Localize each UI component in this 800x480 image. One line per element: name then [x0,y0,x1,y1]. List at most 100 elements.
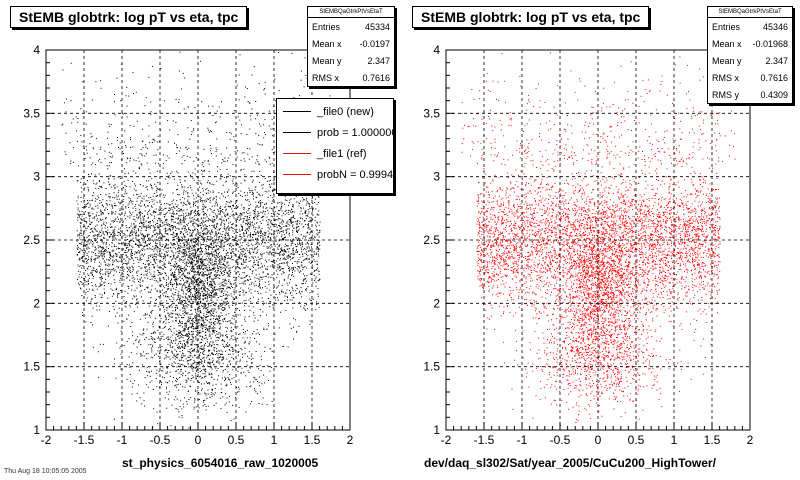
left-scatter-point [191,344,193,346]
left-scatter-point [204,265,206,267]
left-scatter-point [223,309,225,311]
left-scatter-point [246,192,248,194]
left-scatter-point [204,297,206,299]
left-scatter-point [170,216,172,218]
left-scatter-point [96,198,98,200]
left-scatter-point [206,291,208,293]
left-scatter-point [145,273,147,275]
left-scatter-point [181,346,183,348]
left-scatter-point [173,299,175,301]
left-scatter-point [207,405,209,407]
left-scatter-point [126,86,128,88]
left-scatter-point [191,242,193,244]
left-scatter-point [145,200,147,202]
left-scatter-point [117,293,119,295]
left-scatter-point [153,211,155,213]
left-scatter-point [113,308,115,310]
left-scatter-point [179,295,181,297]
left-scatter-point [202,357,204,359]
left-scatter-point [213,265,215,267]
left-scatter-point [120,260,122,262]
left-scatter-point [305,290,307,292]
left-scatter-point [152,337,154,339]
left-scatter-point [83,220,85,222]
left-scatter-point [201,370,203,372]
left-scatter-point [268,180,270,182]
left-scatter-point [177,246,179,248]
left-scatter-point [171,203,173,205]
left-scatter-point [230,258,231,260]
left-scatter-point [78,234,80,236]
left-scatter-point [250,278,252,280]
left-scatter-point [246,364,248,366]
left-scatter-point [287,261,289,263]
left-scatter-point [188,338,189,339]
left-scatter-point [257,298,259,300]
left-scatter-point [174,306,176,308]
left-scatter-point [153,199,155,201]
left-scatter-point [227,286,229,288]
left-scatter-point [170,247,172,249]
left-scatter-point [204,224,206,226]
left-scatter-point [224,228,225,230]
left-scatter-point [272,197,274,199]
left-scatter-point [202,295,204,297]
left-scatter-point [181,408,183,410]
left-scatter-point [143,274,145,276]
left-scatter-point [271,351,273,352]
left-scatter-point [226,385,228,387]
left-scatter-point [262,271,264,273]
left-scatter-point [116,342,118,344]
left-scatter-point [88,235,90,237]
left-scatter-point [160,129,162,131]
left-scatter-point [172,310,174,312]
left-scatter-point [144,263,146,265]
left-scatter-point [142,147,144,149]
left-scatter-point [160,220,162,222]
left-scatter-point [213,293,215,295]
left-scatter-point [246,236,248,238]
left-scatter-point [257,212,259,214]
left-scatter-point [180,369,182,371]
left-scatter-point [221,315,223,316]
left-scatter-point [85,111,87,113]
left-scatter-point [219,259,221,261]
left-scatter-point [193,298,195,300]
left-scatter-point [182,260,184,262]
left-scatter-point [222,219,224,221]
left-scatter-point [308,239,309,241]
left-scatter-point [180,280,182,282]
left-scatter-point [195,263,197,265]
left-scatter-point [214,205,216,207]
left-scatter-point [156,369,158,371]
left-scatter-point [105,243,107,245]
left-scatter-point [274,333,276,335]
left-scatter-point [186,231,188,233]
left-scatter-point [248,357,250,359]
left-scatter-point [248,342,250,344]
left-scatter-point [192,337,194,338]
left-scatter-point [154,210,156,212]
left-scatter-point [271,183,273,185]
left-scatter-point [295,228,297,230]
left-scatter-point [234,254,236,256]
left-scatter-point [221,340,223,342]
left-scatter-point [146,227,148,229]
left-scatter-point [120,267,122,268]
left-scatter-point [198,313,200,315]
left-scatter-point [250,119,252,121]
left-scatter-point [286,245,288,247]
left-scatter-point [107,276,109,278]
left-scatter-point [153,258,155,260]
left-scatter-point [119,202,121,204]
left-scatter-point [262,210,264,212]
left-scatter-point [233,289,235,291]
left-scatter-point [250,292,252,294]
left-scatter-point [195,297,197,299]
left-scatter-point [227,226,229,228]
left-scatter-point [88,247,90,249]
left-scatter-point [144,267,146,269]
left-scatter-point [173,327,175,329]
left-scatter-point [259,203,261,205]
left-scatter-point [210,242,212,244]
